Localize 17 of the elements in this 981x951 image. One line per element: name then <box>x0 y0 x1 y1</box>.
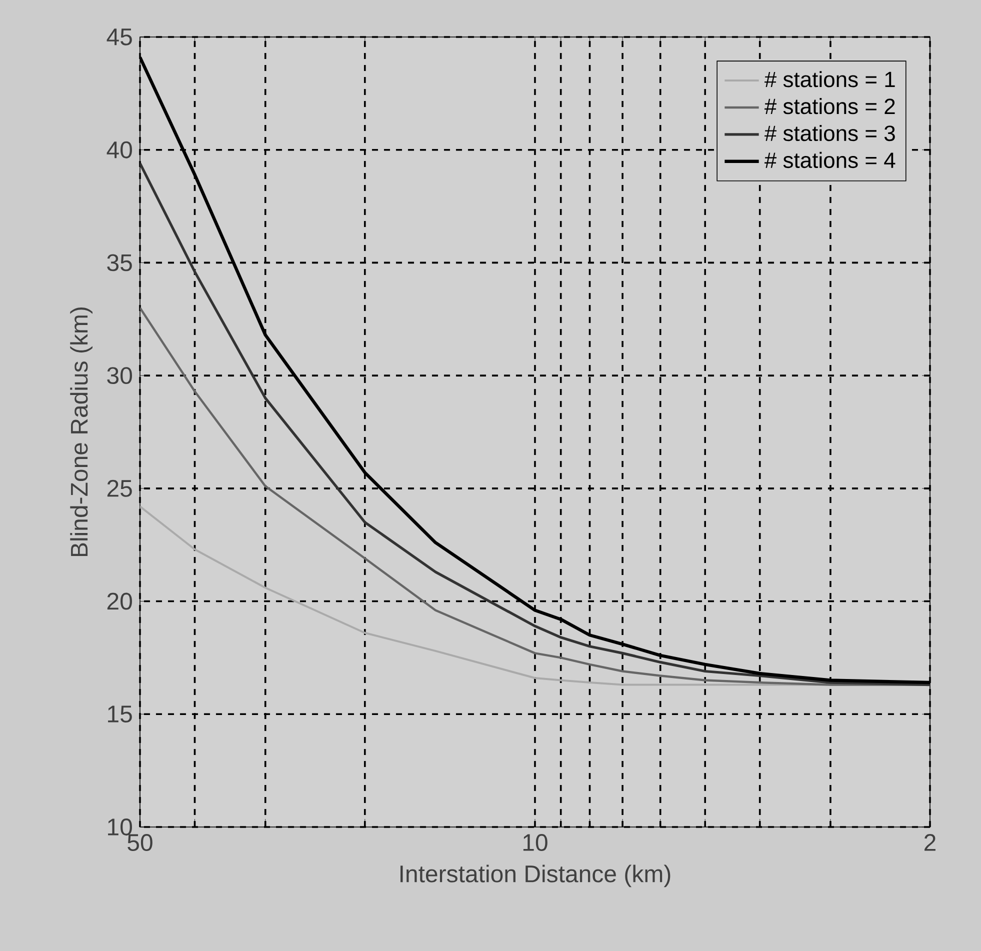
y-tick-label: 30 <box>107 367 132 384</box>
legend-label: # stations = 4 <box>764 152 896 168</box>
x-tick-label: 50 <box>128 834 152 852</box>
y-tick-label: 35 <box>107 254 132 272</box>
y-axis-title: Blind-Zone Radius (km) <box>70 308 92 556</box>
legend-label: # stations = 1 <box>764 71 895 88</box>
y-tick-label: 45 <box>106 28 132 46</box>
x-tick-label: 2 <box>924 834 936 851</box>
y-tick-label: 40 <box>106 141 132 158</box>
y-tick-label: 25 <box>107 480 132 497</box>
x-tick-label: 10 <box>523 834 548 852</box>
legend-label: # stations = 3 <box>764 124 895 142</box>
y-tick-label: 10 <box>108 818 132 836</box>
y-tick-label: 15 <box>108 706 132 722</box>
legend-label: # stations = 2 <box>764 98 895 114</box>
y-tick-label: 20 <box>107 592 132 610</box>
x-axis-title: Interstation Distance (km) <box>400 864 670 888</box>
